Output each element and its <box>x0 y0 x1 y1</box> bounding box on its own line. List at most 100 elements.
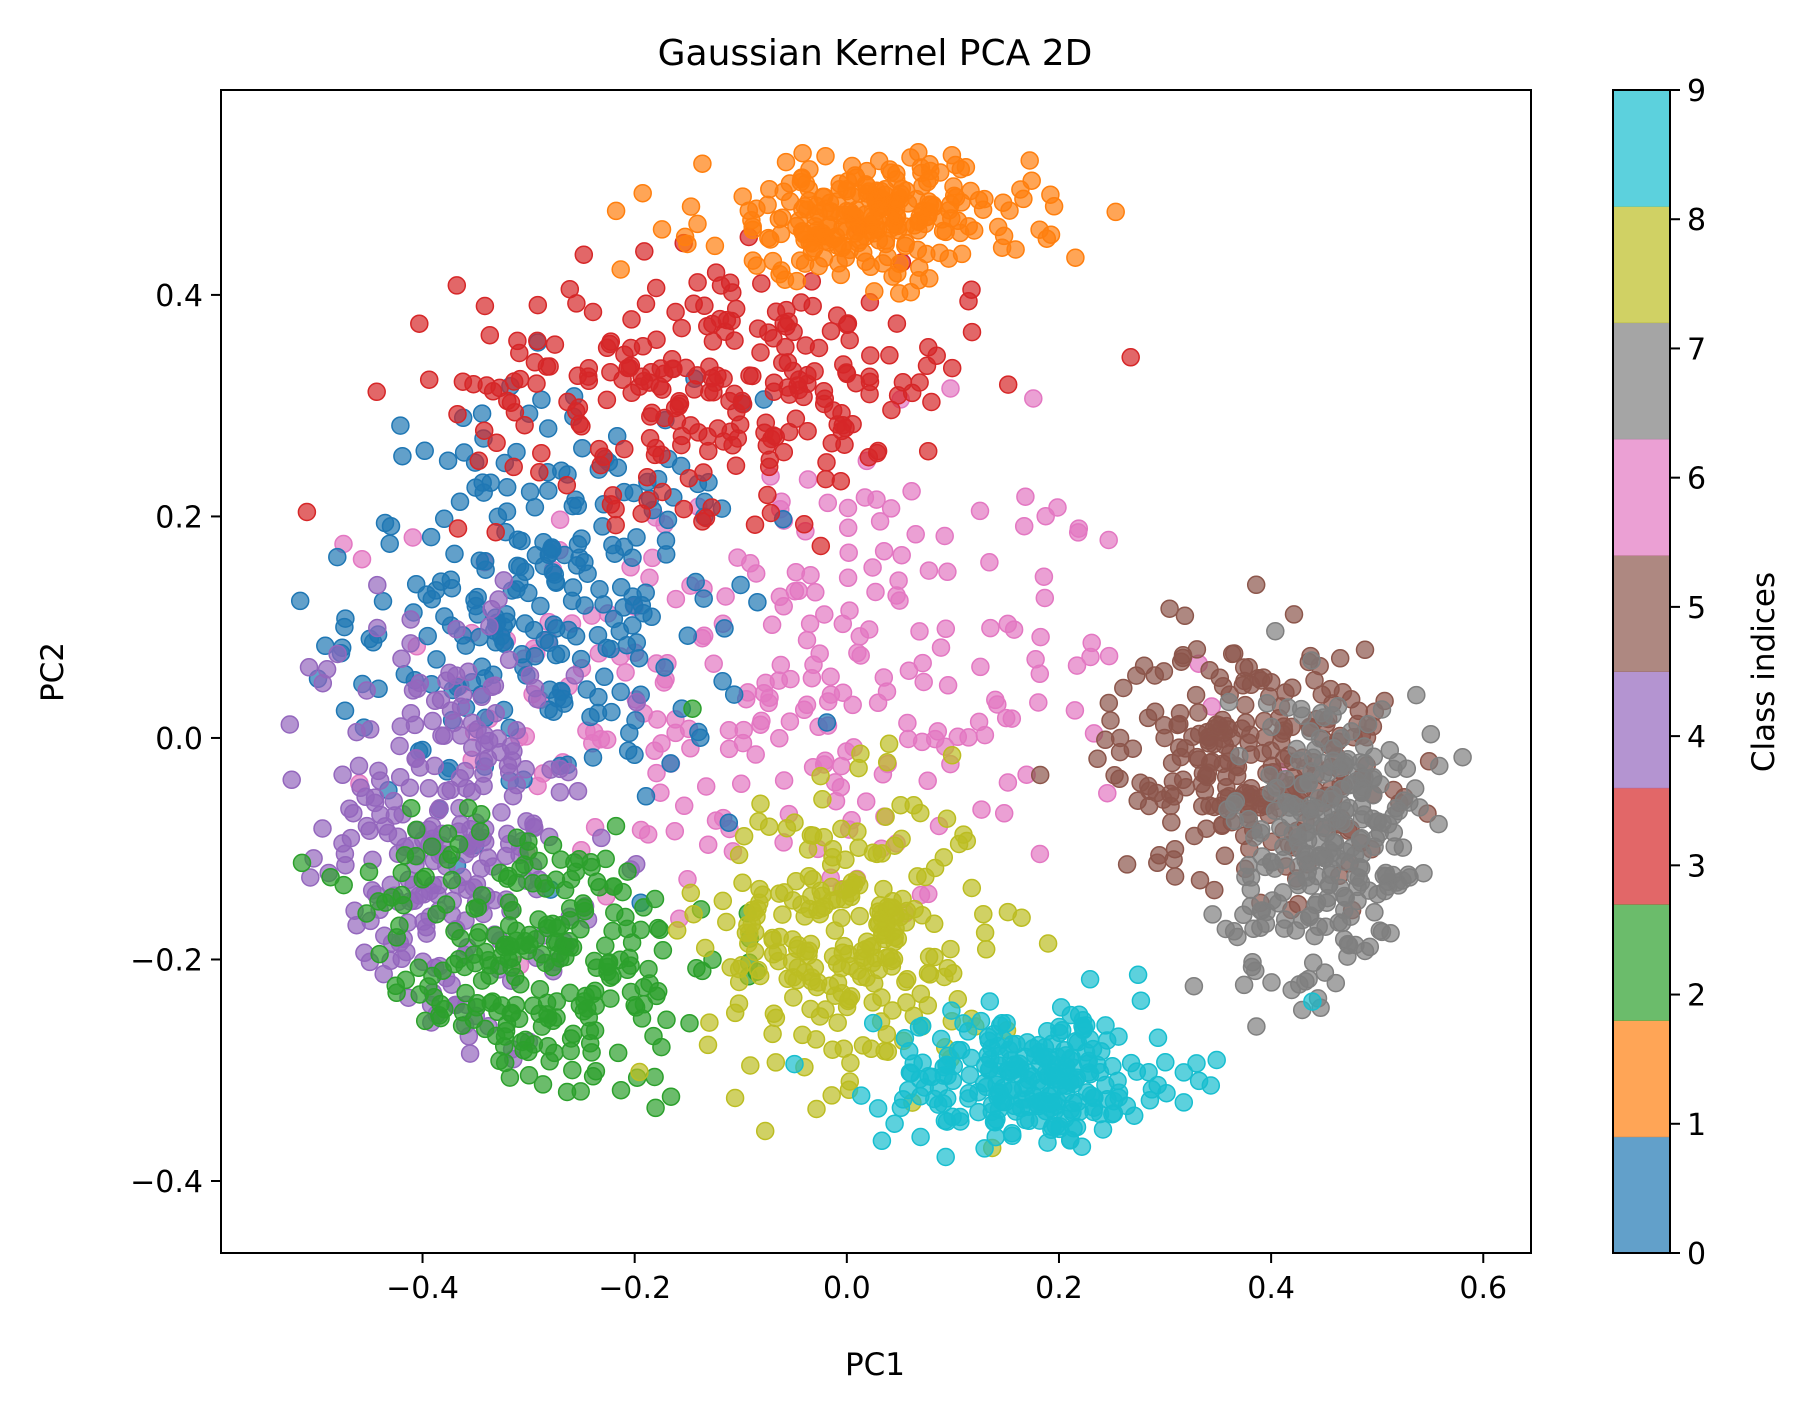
data-point-class-2 <box>423 966 442 986</box>
data-point-class-6 <box>899 661 919 680</box>
data-point-class-7 <box>1288 827 1308 847</box>
data-point-class-7 <box>1421 724 1441 744</box>
data-point-class-0 <box>678 626 698 645</box>
data-point-class-0 <box>421 527 441 547</box>
data-point-class-2 <box>413 870 432 889</box>
data-point-class-3 <box>679 469 699 488</box>
data-point-class-3 <box>642 403 662 423</box>
data-point-class-3 <box>828 415 847 434</box>
data-point-class-2 <box>574 1002 594 1021</box>
data-point-class-6 <box>1065 701 1085 720</box>
data-point-class-5 <box>1190 870 1210 890</box>
data-point-class-8 <box>698 1035 718 1055</box>
data-point-class-9 <box>1121 1053 1141 1073</box>
data-point-class-8 <box>717 912 736 932</box>
data-point-class-2 <box>582 1043 601 1062</box>
data-point-class-2 <box>644 1026 663 1046</box>
data-point-class-0 <box>328 547 347 567</box>
x-tick-label: 0.6 <box>1459 1271 1507 1306</box>
data-point-class-4 <box>475 735 494 754</box>
data-point-class-2 <box>500 1068 520 1087</box>
data-point-class-2 <box>359 862 379 882</box>
data-point-class-6 <box>840 601 859 620</box>
data-point-class-1 <box>688 214 707 234</box>
data-point-class-9 <box>1057 1076 1076 1095</box>
data-point-class-8 <box>850 906 869 926</box>
data-point-class-3 <box>483 382 503 401</box>
data-point-class-6 <box>881 499 901 518</box>
data-point-class-7 <box>1338 934 1358 954</box>
data-point-class-5 <box>1154 790 1173 809</box>
data-point-class-9 <box>1084 1088 1103 1108</box>
data-point-class-7 <box>1262 717 1281 737</box>
data-point-class-8 <box>841 1053 860 1073</box>
data-point-class-4 <box>301 868 320 887</box>
data-point-class-6 <box>970 501 990 521</box>
data-point-class-6 <box>851 646 870 665</box>
data-point-class-5 <box>1205 880 1224 900</box>
data-point-class-7 <box>1350 830 1370 849</box>
data-point-class-5 <box>1235 695 1255 715</box>
data-point-class-9 <box>1148 1028 1168 1048</box>
data-point-class-8 <box>729 845 749 865</box>
data-point-class-5 <box>1175 606 1195 626</box>
data-point-class-5 <box>1234 658 1254 677</box>
data-point-class-9 <box>1187 1054 1206 1073</box>
data-point-class-2 <box>467 994 487 1013</box>
data-point-class-1 <box>951 159 971 179</box>
data-point-class-2 <box>618 960 637 980</box>
data-point-class-6 <box>352 549 372 569</box>
colorbar-segment-6 <box>1613 438 1670 556</box>
data-point-class-6 <box>919 561 939 580</box>
data-point-class-5 <box>1150 846 1169 865</box>
data-point-class-4 <box>390 736 409 756</box>
data-point-class-0 <box>445 544 464 564</box>
data-point-class-9 <box>868 1099 888 1118</box>
data-point-class-2 <box>613 882 632 902</box>
data-point-class-6 <box>996 708 1016 728</box>
data-point-class-6 <box>866 582 885 602</box>
data-point-class-3 <box>696 508 716 528</box>
data-point-class-5 <box>1163 772 1183 791</box>
x-axis-ticks: −0.4 −0.2 0.0 0.2 0.4 0.6 <box>386 1253 1507 1306</box>
colorbar-tick-label: 9 <box>1687 74 1706 109</box>
data-point-class-5 <box>1204 734 1224 754</box>
data-point-class-1 <box>856 175 876 194</box>
data-point-class-1 <box>866 188 886 207</box>
data-point-class-7 <box>1290 975 1309 994</box>
data-point-class-8 <box>755 1121 775 1141</box>
data-point-class-9 <box>1207 1050 1226 1070</box>
x-tick-label: −0.4 <box>386 1271 459 1306</box>
data-point-class-7 <box>1410 798 1429 817</box>
data-point-class-2 <box>556 947 575 967</box>
data-point-class-8 <box>942 746 962 765</box>
data-point-class-0 <box>507 442 526 462</box>
data-point-class-4 <box>280 715 300 734</box>
data-point-class-0 <box>567 556 587 575</box>
data-point-class-9 <box>851 1086 871 1105</box>
data-point-class-5 <box>1099 693 1119 713</box>
data-point-class-6 <box>892 545 911 565</box>
data-point-class-2 <box>292 853 312 873</box>
data-point-class-6 <box>1067 656 1087 675</box>
data-point-class-6 <box>647 763 666 783</box>
data-point-class-3 <box>759 457 779 477</box>
y-tick-label: 0.0 <box>155 722 203 757</box>
data-point-class-3 <box>545 335 565 354</box>
data-point-class-3 <box>448 404 467 424</box>
data-point-class-5 <box>1160 599 1179 618</box>
data-point-class-7 <box>1251 820 1271 839</box>
data-point-class-6 <box>1034 567 1054 586</box>
data-point-class-4 <box>357 816 377 836</box>
data-point-class-7 <box>1226 791 1246 811</box>
data-point-class-9 <box>785 1054 804 1074</box>
data-point-class-9 <box>872 1131 892 1151</box>
data-point-class-3 <box>758 485 777 505</box>
data-point-class-1 <box>920 155 939 174</box>
data-point-class-7 <box>1365 903 1384 922</box>
data-point-class-2 <box>532 945 551 964</box>
data-point-class-4 <box>432 726 451 745</box>
data-point-class-6 <box>969 712 989 732</box>
data-point-class-4 <box>462 713 482 733</box>
data-point-class-8 <box>938 958 958 978</box>
